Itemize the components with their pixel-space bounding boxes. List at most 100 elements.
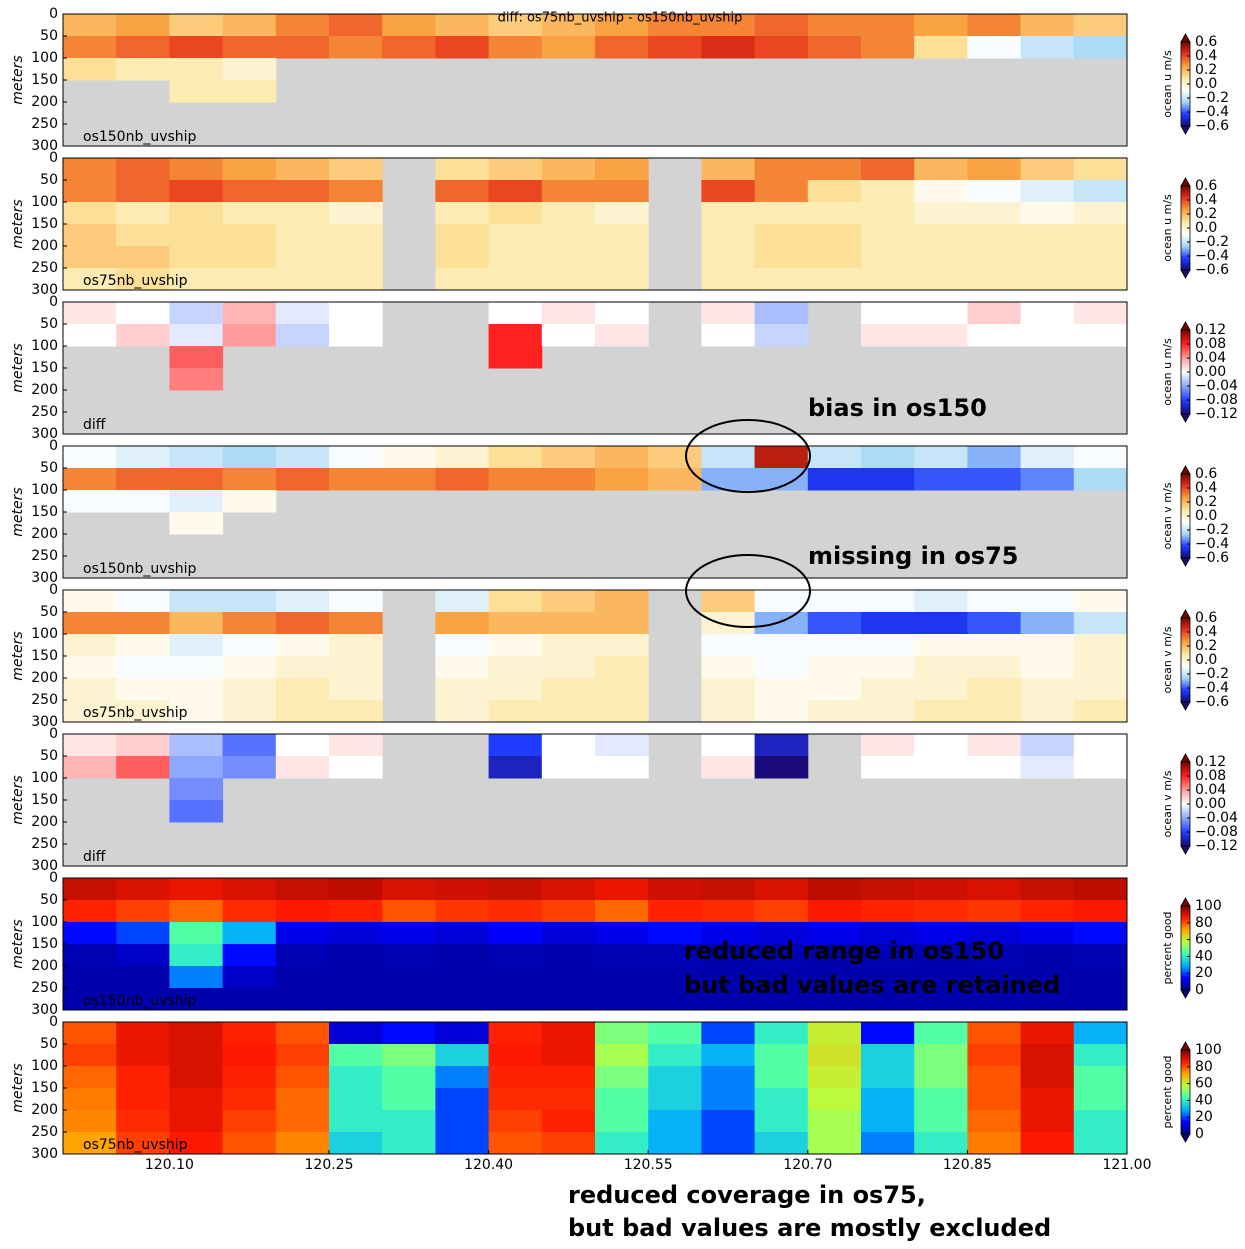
heatmap-cell <box>914 446 968 469</box>
colorbar-segment <box>1181 265 1190 268</box>
heatmap-cell <box>1020 158 1075 181</box>
colorbar-tick-label: 0.04 <box>1195 782 1226 798</box>
colorbar-segment <box>1181 499 1190 502</box>
colorbar-segment <box>1181 56 1190 58</box>
heatmap-cell <box>329 158 383 181</box>
colorbar-segment <box>1181 555 1190 558</box>
heatmap-cell <box>63 180 117 203</box>
heatmap-cell <box>914 158 968 181</box>
colorbar-segment <box>1181 676 1190 679</box>
heatmap-cell <box>595 656 649 679</box>
colorbar-segment <box>1181 836 1190 839</box>
heatmap-cell <box>541 678 596 701</box>
colorbar-tick-label: −0.4 <box>1195 536 1229 552</box>
heatmap-cell <box>169 634 224 657</box>
colorbar-segment <box>1181 681 1190 683</box>
colorbar-segment <box>1181 918 1190 921</box>
colorbar-segment <box>1181 84 1190 86</box>
colorbar-segment <box>1181 247 1190 250</box>
colorbar-segment <box>1181 928 1190 931</box>
heatmap-cell <box>63 878 117 901</box>
colorbar-segment <box>1181 388 1190 391</box>
colorbar-segment <box>1181 387 1190 390</box>
colorbar-segment <box>1181 1103 1190 1106</box>
heatmap-cell <box>595 1022 649 1045</box>
heatmap-cell <box>275 612 330 635</box>
colorbar-segment <box>1181 1075 1190 1078</box>
heatmap-cell <box>382 446 436 469</box>
colorbar-segment <box>1181 207 1190 209</box>
heatmap-cell <box>222 756 277 779</box>
colorbar-segment <box>1181 771 1190 774</box>
colorbar-segment <box>1181 362 1190 365</box>
panels: 050100150200250300metersos150nb_uvshipdi… <box>10 6 1238 1173</box>
heatmap-cell <box>488 180 543 203</box>
heatmap-cell <box>63 202 117 225</box>
heatmap-cell <box>701 268 756 291</box>
heatmap-cell <box>807 36 862 59</box>
colorbar-segment <box>1181 44 1190 47</box>
heatmap-cell <box>275 180 330 203</box>
colorbar-segment <box>1181 1054 1190 1057</box>
heatmap-cell <box>275 268 330 291</box>
colorbar-segment <box>1181 661 1190 664</box>
heatmap-cell <box>435 1088 490 1111</box>
colorbar-segment <box>1181 53 1190 56</box>
heatmap-cell <box>116 324 170 347</box>
heatmap-cell <box>329 246 383 269</box>
heatmap-cell <box>595 878 649 901</box>
colorbar-segment <box>1181 812 1190 815</box>
colorbar-segment <box>1181 537 1190 539</box>
heatmap-cell <box>861 878 915 901</box>
colorbar-segment <box>1181 230 1190 233</box>
colorbar-segment <box>1181 351 1190 353</box>
heatmap-cell <box>754 224 809 247</box>
heatmap-cell <box>754 14 809 37</box>
heatmap-cell <box>116 58 170 81</box>
colorbar-segment <box>1181 211 1190 214</box>
colorbar-segment <box>1181 518 1190 521</box>
colorbar-tick-label: −0.12 <box>1195 838 1238 854</box>
colorbar-segment <box>1181 527 1190 530</box>
heatmap-cell <box>1020 634 1075 657</box>
colorbar-segment <box>1181 815 1190 818</box>
heatmap-cell <box>116 446 170 469</box>
colorbar-tick-label: −0.2 <box>1195 234 1229 250</box>
heatmap-cell <box>967 700 1022 723</box>
heatmap-cell <box>595 756 649 779</box>
heatmap-cell <box>63 700 117 723</box>
heatmap-cell <box>701 468 756 491</box>
colorbar-segment <box>1181 938 1190 941</box>
y-tick-label: 100 <box>31 50 58 66</box>
heatmap-cell <box>541 590 596 613</box>
heatmap-cell <box>648 1022 702 1045</box>
heatmap-cell <box>541 202 596 225</box>
heatmap-cell <box>807 922 862 945</box>
colorbar-segment <box>1181 345 1190 348</box>
heatmap-cell <box>754 324 809 347</box>
y-tick-label: 100 <box>31 338 58 354</box>
colorbar-segment <box>1181 365 1190 367</box>
heatmap-cell <box>222 324 277 347</box>
heatmap-cell <box>382 1044 436 1067</box>
heatmap-cell <box>648 1088 702 1111</box>
colorbar-segment <box>1181 672 1190 675</box>
colorbar-segment <box>1181 931 1190 934</box>
colorbar-segment <box>1181 699 1190 702</box>
colorbar-segment <box>1181 219 1190 222</box>
colorbar-segment <box>1181 1061 1190 1064</box>
colorbar-segment <box>1181 834 1190 837</box>
heatmap-cell <box>754 302 809 325</box>
annotation: but bad values are mostly excluded <box>568 1214 1051 1242</box>
heatmap-cell <box>541 302 596 325</box>
x-tick-label: 120.55 <box>624 1157 673 1173</box>
colorbar-segment <box>1181 401 1190 404</box>
heatmap-cell <box>63 324 117 347</box>
panel-label: os150nb_uvship <box>83 561 197 577</box>
heatmap-cell <box>807 634 862 657</box>
heatmap-cell <box>1073 1132 1128 1155</box>
heatmap-cell <box>754 36 809 59</box>
colorbar-segment <box>1181 974 1190 977</box>
colorbar-segment <box>1181 359 1190 362</box>
heatmap-cell <box>914 1088 968 1111</box>
